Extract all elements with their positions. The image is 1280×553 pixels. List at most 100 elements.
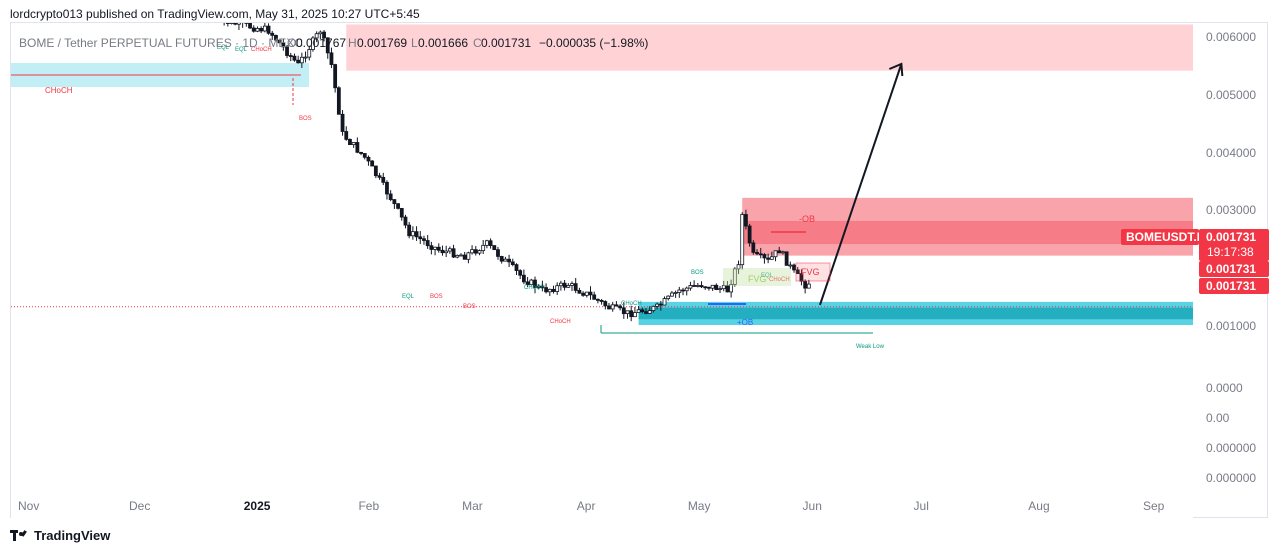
smc-label-bos-2: BOS (430, 294, 443, 300)
candle (277, 39, 282, 44)
candle-body (788, 264, 793, 267)
candle-body (621, 307, 626, 315)
candle (695, 282, 700, 288)
candle (566, 283, 571, 288)
candle-body (729, 284, 734, 293)
candle-body (359, 151, 363, 154)
time-tick: Feb (358, 499, 379, 513)
candle (707, 286, 711, 291)
candle (447, 246, 452, 254)
candle (366, 155, 371, 166)
candle (633, 307, 637, 318)
smc-label-bos-3: BOS (463, 304, 476, 310)
candle-body (555, 285, 560, 292)
legend-high-value: 0.001769 (357, 36, 407, 50)
smc-label-fvg-2: FVG (748, 274, 767, 284)
smc-label-weak-low: Weak Low (856, 344, 885, 350)
time-tick: Sep (1143, 499, 1165, 513)
candle (781, 250, 785, 255)
candle-body (736, 264, 741, 270)
candle-body (684, 287, 689, 292)
candle-body (662, 298, 667, 306)
candle (766, 253, 771, 264)
candle (662, 296, 667, 306)
candle (621, 302, 626, 319)
candle-body (410, 231, 415, 237)
candle-body (747, 225, 752, 244)
candle (499, 255, 504, 264)
candle-body (299, 56, 304, 64)
smc-label-eql-1: EQL (217, 45, 230, 51)
candle (651, 305, 656, 313)
candle-body (248, 23, 252, 29)
candle (510, 258, 515, 267)
time-tick: May (688, 499, 711, 513)
candle-body (751, 242, 756, 253)
candle (223, 23, 225, 26)
price-tick: 0.000000 (1206, 471, 1256, 485)
smc-label-eql-4: EQL (761, 273, 774, 279)
tradingview-footer[interactable]: TradingView (10, 528, 110, 543)
candle (536, 284, 541, 290)
candle-body (348, 138, 352, 146)
candle (636, 306, 641, 313)
time-tick: Jun (803, 499, 822, 513)
candle-body (562, 282, 567, 288)
candle (521, 269, 526, 285)
candle-body (429, 245, 434, 250)
candle (433, 246, 437, 256)
candle-body (496, 249, 500, 257)
candle-body (414, 231, 419, 238)
candle (422, 235, 426, 245)
candle-body (340, 113, 345, 132)
candle-body (651, 305, 656, 311)
candle (407, 221, 412, 239)
candle-body (692, 285, 697, 287)
candle-body (670, 292, 674, 297)
price-tag-2: 0.001731 (1206, 262, 1256, 276)
candle-body (270, 32, 275, 36)
candle (440, 245, 445, 256)
candle (399, 207, 404, 221)
candle (370, 160, 375, 167)
candle-body (544, 287, 548, 293)
candle-body (781, 251, 785, 254)
candle (570, 281, 574, 291)
candle (688, 281, 693, 291)
candle-body (773, 250, 778, 258)
candle-body (336, 87, 341, 115)
candle (644, 308, 648, 315)
candle-body (459, 254, 463, 257)
candle-body (625, 310, 630, 315)
candle-body (370, 160, 375, 167)
candle (477, 249, 482, 256)
candle-body (510, 261, 515, 265)
candle (451, 244, 456, 259)
candle (777, 246, 782, 254)
candle (270, 30, 275, 40)
chart-frame[interactable]: CHoCH BOS EQL EQL CHoCH EQL BOS BOS CHoCH CHoCH CH… (10, 22, 1269, 519)
candle (444, 245, 449, 258)
smc-label-choch-top: CHoCH (251, 47, 272, 53)
time-axis[interactable]: Nov Dec 2025 Feb Mar Apr May Jun Jul Aug Sep (18, 499, 1165, 513)
candle-body (418, 236, 423, 240)
candle-body (503, 258, 508, 262)
plus-ob-inner-stripe (638, 307, 1193, 320)
price-axis[interactable]: 0.006000 0.005000 0.004000 0.003000 0.00… (1206, 30, 1256, 485)
candle-body (629, 310, 634, 318)
candle-body (769, 256, 774, 260)
candle (610, 301, 615, 312)
candle (614, 301, 619, 307)
candle-body (499, 256, 504, 262)
candle (459, 253, 463, 257)
time-tick: Aug (1028, 499, 1049, 513)
candle (784, 251, 789, 266)
candle (285, 44, 289, 59)
price-tick: 0.004000 (1206, 146, 1256, 160)
legend-change: −0.000035 (−1.98%) (539, 36, 648, 50)
time-tick: Apr (577, 499, 596, 513)
candle (518, 269, 523, 279)
candle-body (758, 253, 763, 256)
candle-body (710, 284, 715, 289)
